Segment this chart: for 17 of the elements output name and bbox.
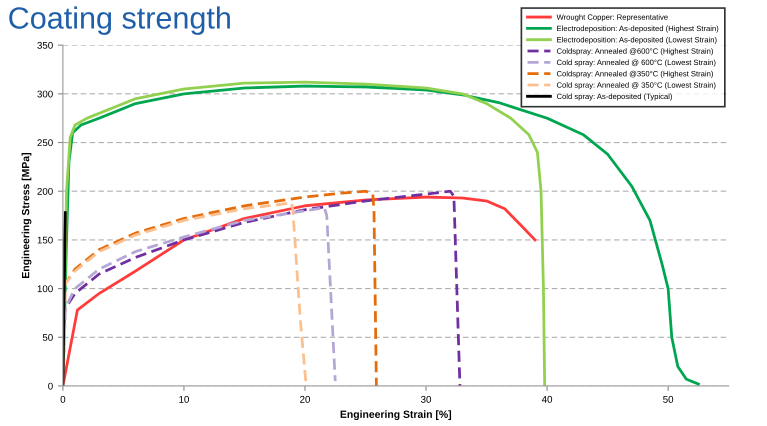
x-tick-label: 50 bbox=[663, 396, 674, 403]
y-tick-label: 200 bbox=[37, 188, 53, 195]
y-tick-label: 150 bbox=[38, 236, 53, 244]
x-tick-label: 40 bbox=[542, 396, 552, 403]
chart-title: Coating strength bbox=[9, 6, 230, 35]
y-tick-label: 350 bbox=[37, 42, 53, 49]
x-tick-label: 20 bbox=[300, 396, 310, 403]
y-axis-title: Engineering Stress [MPa] bbox=[22, 153, 32, 278]
x-tick-label: 0 bbox=[60, 396, 66, 403]
y-tick-label: 250 bbox=[37, 139, 53, 146]
y-tick-label: 100 bbox=[38, 285, 53, 292]
x-tick-label: 10 bbox=[179, 396, 189, 403]
y-tick-label: 50 bbox=[42, 334, 53, 341]
x-axis-title: Engineering Strain [%] bbox=[340, 410, 452, 420]
y-tick-label: 300 bbox=[37, 90, 53, 98]
y-tick-label: 0 bbox=[48, 382, 53, 390]
x-tick-label: 30 bbox=[421, 396, 432, 403]
